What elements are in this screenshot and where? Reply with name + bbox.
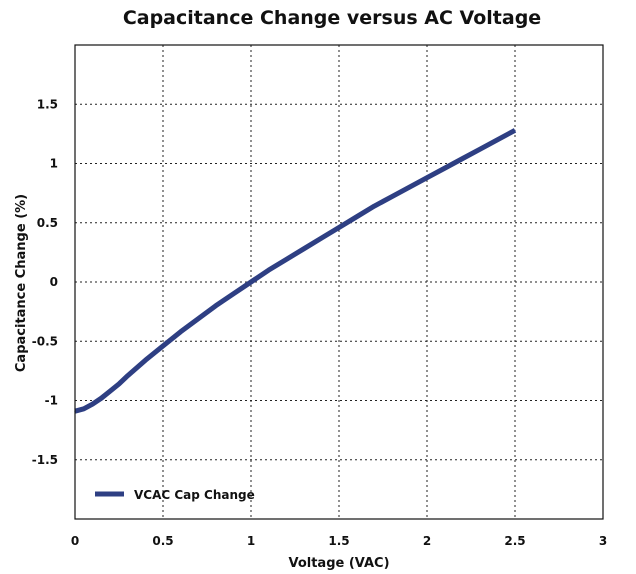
plot-area-border xyxy=(74,44,604,520)
data-point xyxy=(461,158,463,160)
legend-label: VCAC Cap Change xyxy=(134,488,255,502)
series-layer xyxy=(74,128,517,414)
y-tick-label: 1.5 xyxy=(37,97,58,111)
y-tick-label: 0.5 xyxy=(37,216,58,230)
x-axis-label: Voltage (VAC) xyxy=(288,556,389,571)
data-point xyxy=(408,186,410,188)
data-point xyxy=(144,359,146,361)
data-point xyxy=(426,177,428,179)
data-point xyxy=(285,258,287,261)
data-point xyxy=(180,331,182,333)
data-point xyxy=(496,139,498,141)
data-point xyxy=(162,345,164,347)
y-tick-label: -1.5 xyxy=(32,453,58,467)
x-tick-label: 1.5 xyxy=(328,534,349,548)
data-point xyxy=(303,248,305,250)
y-tick-label: -0.5 xyxy=(32,334,58,348)
data-point xyxy=(127,375,129,377)
data-point xyxy=(268,269,270,271)
x-tick-label: 0.5 xyxy=(152,534,173,548)
data-point xyxy=(356,216,358,218)
y-axis-label: Capacitance Change (%) xyxy=(14,194,29,372)
y-tick-label: 0 xyxy=(50,275,58,289)
data-point xyxy=(100,397,102,399)
x-tick-label: 0 xyxy=(71,534,79,548)
data-point xyxy=(109,390,111,392)
x-tick-label: 2.5 xyxy=(504,534,525,548)
data-point xyxy=(232,293,234,295)
data-point xyxy=(373,205,375,207)
data-point xyxy=(338,226,340,229)
data-point xyxy=(514,129,516,131)
data-point xyxy=(250,281,252,283)
data-point xyxy=(92,403,94,405)
x-tick-label: 3 xyxy=(599,534,607,548)
data-point xyxy=(197,318,199,320)
legend: VCAC Cap Change xyxy=(95,488,255,502)
y-axis-ticks: -1.5 -1 -0.5 0 0.5 1 1.5 xyxy=(32,97,58,467)
y-tick-label: -1 xyxy=(45,394,58,408)
data-point xyxy=(118,383,120,385)
x-axis-ticks: 0 0.5 1 1.5 2 2.5 3 xyxy=(71,534,607,548)
y-tick-label: 1 xyxy=(50,157,58,171)
data-point xyxy=(320,237,322,239)
x-tick-label: 1 xyxy=(247,534,255,548)
series-line xyxy=(74,128,517,414)
data-point xyxy=(444,167,446,169)
data-point xyxy=(391,196,393,198)
x-tick-label: 2 xyxy=(423,534,431,548)
data-point xyxy=(479,148,481,150)
data-point xyxy=(215,305,217,307)
chart-title: Capacitance Change versus AC Voltage xyxy=(123,7,541,29)
data-point xyxy=(83,408,85,410)
grid xyxy=(75,45,603,519)
